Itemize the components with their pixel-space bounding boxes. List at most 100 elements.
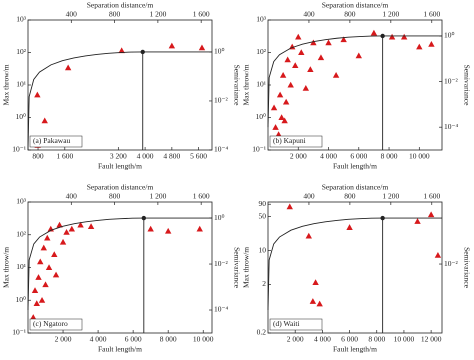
y-tick-label: 10⁰ [15,295,26,304]
panel-label-bg [269,135,323,148]
x2-tick-label: 1 200 [382,10,399,19]
x-axis-label: Fault length/m [98,162,142,171]
x-axis-label: Fault length/m [98,345,142,354]
data-point [279,72,287,78]
data-point [30,314,37,320]
data-point [68,225,76,232]
x2-tick-label: 800 [109,192,121,201]
data-point [42,281,49,288]
x-tick-label: 8 000 [381,152,398,161]
y-tick-label: 90 [259,199,267,208]
y-axis-label: Max throw/m [242,247,251,288]
data-point [414,218,421,224]
y2-tick-label: 10⁻² [444,76,458,85]
data-point [59,238,67,245]
x-tick-label: 6 000 [350,152,367,161]
data-point [284,56,291,63]
range-point [380,215,385,221]
y2-tick-label: 10⁰ [214,47,225,56]
x2-tick-label: 800 [344,10,356,19]
data-point [37,258,44,265]
data-point [118,47,125,54]
x-tick-label: 8 000 [160,335,177,344]
data-point [34,91,41,98]
x-tick-label: 6 000 [125,335,142,344]
data-point [281,117,288,124]
data-point [77,221,84,228]
x-tick-label: 2 000 [290,152,307,161]
panel-label-bg [29,135,83,148]
x-tick-label: 4 000 [137,152,154,161]
y2-tick-label: 10⁻⁴ [444,122,458,131]
y-axis-label: Max throw/m [2,64,11,105]
y-tick-label: 10¹ [16,262,26,271]
x-tick-label: 4 000 [314,335,331,344]
data-point [416,43,423,50]
data-point [196,225,203,232]
data-point [64,64,72,71]
y2-axis-label: Semivariance [232,65,241,106]
x-tick-label: 10 000 [193,335,214,344]
y-tick-label: 10⁻¹ [252,145,266,154]
data-point [340,36,347,43]
x2-tick-label: 400 [66,10,78,19]
y-tick-label: 10⁻¹ [12,328,26,337]
plot-frame [27,19,213,151]
y-tick-label: 50 [259,211,267,220]
x2-axis-label: Separation distance/m [87,183,154,192]
data-point [325,39,332,46]
data-point [310,39,317,46]
data-point [400,33,408,40]
data-point [31,287,39,293]
data-point [87,223,95,229]
data-point [52,271,60,278]
data-point [41,117,48,124]
data-point [278,114,285,121]
plot-frame [27,201,213,334]
x-tick-label: 4 800 [163,152,180,161]
x-tick-label: 4 000 [320,152,337,161]
x2-tick-label: 1 600 [193,192,210,201]
plot-frame [267,19,443,151]
model-curve [267,35,383,128]
y-tick-label: 2 [262,279,266,288]
data-point [198,44,206,51]
x-tick-label: 12 000 [421,335,442,344]
data-point [45,264,53,271]
data-point [51,251,58,258]
y-axis-label: Max throw/m [242,64,251,105]
x-axis-label: Fault length/m [333,162,377,171]
x2-tick-label: 400 [66,192,78,201]
data-point [434,252,442,258]
data-point [317,54,325,61]
data-point [272,124,279,130]
x-tick-label: 10 000 [394,335,415,344]
plot-frame [267,201,443,334]
x2-tick-label: 1 600 [423,192,440,201]
x2-tick-label: 1 600 [423,10,440,19]
y-tick-label: 10² [16,47,27,56]
x-tick-label: 10 000 [409,152,430,161]
panel-label: (d) Waiti [273,319,300,328]
y-tick-label: 10¹ [16,80,26,89]
range-point [380,33,385,39]
data-point [56,221,63,228]
data-point [346,224,353,230]
data-point [370,29,378,36]
x2-tick-label: 1 200 [149,192,166,201]
data-point [309,298,317,304]
data-point [316,300,323,307]
x-tick-label: 3 200 [110,152,127,161]
data-point [287,81,294,88]
x-tick-label: 2 000 [55,335,72,344]
y2-tick-label: 10⁻⁴ [214,145,228,154]
data-point [307,66,314,73]
data-point [355,52,362,59]
y-axis-label: Max throw/m [2,247,11,288]
x-tick-label: 5 600 [190,152,207,161]
y2-axis-label: Semivariance [232,247,241,288]
data-point [40,244,47,251]
data-point [305,232,312,239]
y-tick-label: 10⁰ [15,112,26,121]
